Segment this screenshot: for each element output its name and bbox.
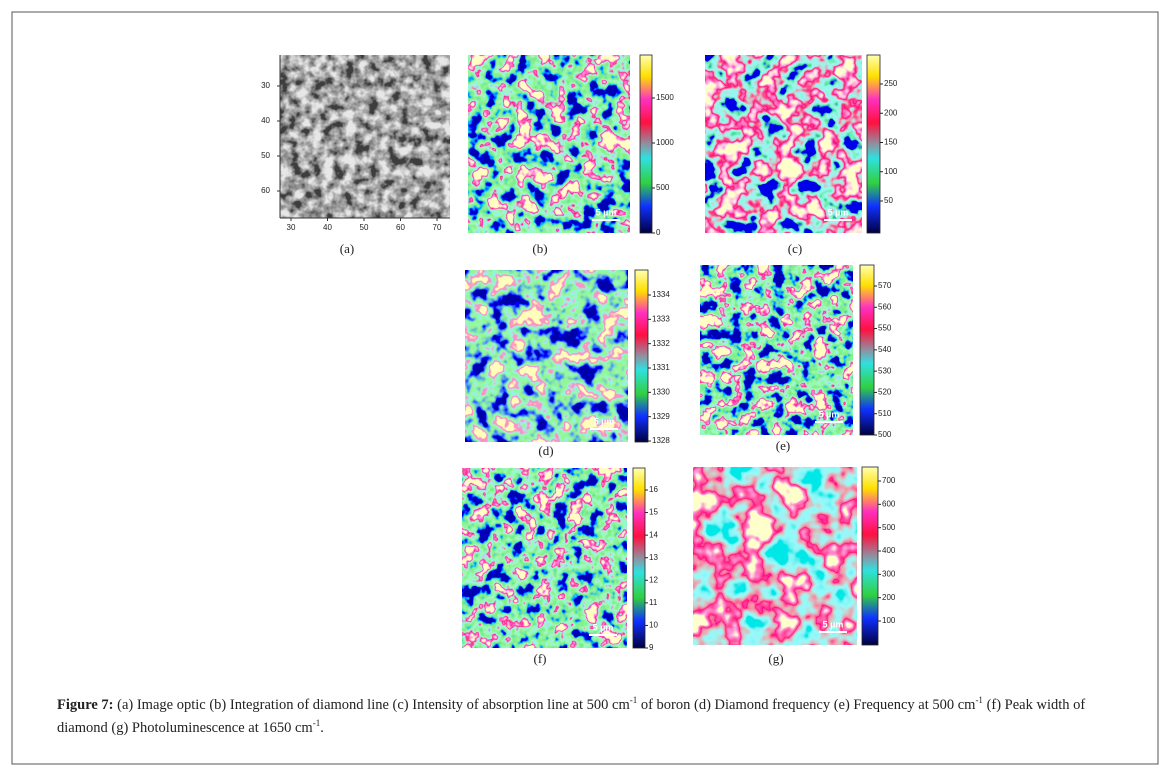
scale-bar-label: 5 µm	[593, 622, 614, 632]
frame	[11, 11, 1159, 765]
colorbar-tick-label: 500	[882, 523, 896, 532]
caption-text: of boron (d) Diamond frequency (e) Frequ…	[637, 697, 976, 713]
colorbar-tick-label: 300	[882, 569, 896, 578]
colorbar-tick-label: 0	[656, 228, 661, 237]
colorbar-tick-label: 540	[878, 345, 892, 354]
panel-label: (e)	[776, 438, 790, 453]
map-image	[465, 270, 628, 442]
colorbar-tick-label: 1331	[652, 363, 670, 372]
map-image	[705, 55, 862, 233]
panel-label: (d)	[538, 443, 553, 458]
colorbar-tick-label: 1332	[652, 339, 670, 348]
caption-text: (a) Image optic (b) Integration of diamo…	[113, 697, 630, 713]
colorbar-tick-label: 10	[649, 621, 658, 630]
x-tick-label: 50	[360, 223, 369, 232]
caption-text: (f) Peak width of diamond (g) Photolumin…	[57, 697, 1086, 736]
y-tick-label: 50	[261, 151, 270, 160]
panel-label: (g)	[768, 651, 783, 666]
y-tick-label: 60	[261, 186, 270, 195]
caption: Figure 7: (a) Image optic (b) Integratio…	[57, 694, 1127, 740]
colorbar	[859, 264, 875, 436]
colorbar-tick-label: 510	[878, 409, 892, 418]
colorbar-tick-label: 12	[649, 575, 658, 584]
panel-label: (b)	[532, 241, 547, 256]
map-image	[693, 467, 857, 645]
x-tick-label: 30	[287, 223, 296, 232]
colorbar-tick-label: 500	[656, 183, 670, 192]
colorbar	[632, 467, 646, 649]
y-tick-label: 30	[261, 81, 270, 90]
colorbar-tick-label: 550	[878, 324, 892, 333]
colorbar-tick-label: 15	[649, 508, 658, 517]
scale-bar-label: 5 µm	[819, 409, 840, 419]
colorbar-tick-label: 11	[649, 598, 658, 607]
caption-superscript: -1	[975, 695, 983, 706]
colorbar-tick-label: 1329	[652, 412, 670, 421]
x-tick-label: 40	[323, 223, 332, 232]
colorbar-tick-label: 1328	[652, 436, 670, 445]
colorbar-tick-label: 1334	[652, 290, 670, 299]
colorbar-tick-label: 9	[649, 643, 654, 652]
colorbar-tick-label: 1333	[652, 314, 670, 323]
colorbar-tick-label: 14	[649, 530, 658, 539]
caption-superscript: -1	[629, 695, 638, 706]
colorbar	[866, 54, 881, 234]
colorbar-tick-label: 1330	[652, 387, 670, 396]
x-tick-label: 70	[433, 223, 442, 232]
colorbar-tick-label: 200	[884, 108, 898, 117]
scale-bar-label: 5 µm	[596, 207, 617, 217]
colorbar-tick-label: 500	[878, 430, 892, 439]
map-image	[468, 55, 630, 233]
panel-label: (f)	[534, 651, 547, 666]
colorbar-tick-label: 600	[882, 499, 896, 508]
colorbar-tick-label: 400	[882, 546, 896, 555]
colorbar-tick-label: 50	[884, 196, 893, 205]
colorbar-tick-label: 530	[878, 366, 892, 375]
colorbar	[634, 269, 649, 443]
colorbar-tick-label: 1500	[656, 93, 674, 102]
caption-lead: Figure 7:	[57, 697, 114, 713]
map-image	[700, 265, 853, 435]
colorbar-tick-label: 100	[882, 616, 896, 625]
colorbar-tick-label: 100	[884, 167, 898, 176]
scale-bar-label: 5 µm	[823, 619, 844, 629]
colorbar-tick-label: 13	[649, 553, 658, 562]
y-tick-label: 40	[261, 116, 270, 125]
colorbar-tick-label: 570	[878, 281, 892, 290]
colorbar-tick-label: 16	[649, 485, 658, 494]
colorbar-tick-label: 250	[884, 79, 898, 88]
scale-bar-label: 5 µm	[594, 416, 615, 426]
map-image	[462, 468, 627, 648]
caption-text: .	[320, 720, 324, 736]
scale-bar-label: 5 µm	[828, 207, 849, 217]
colorbar-tick-label: 700	[882, 476, 896, 485]
caption-superscript: -1	[312, 718, 321, 729]
x-tick-label: 60	[396, 223, 405, 232]
colorbar	[639, 54, 653, 234]
colorbar-tick-label: 200	[882, 593, 896, 602]
colorbar-tick-label: 150	[884, 138, 898, 147]
panel-label: (c)	[788, 241, 802, 256]
colorbar-tick-label: 1000	[656, 138, 674, 147]
map-image	[280, 55, 450, 218]
colorbar-tick-label: 560	[878, 302, 892, 311]
colorbar	[861, 466, 879, 646]
panel-label: (a)	[340, 241, 354, 256]
colorbar-tick-label: 520	[878, 388, 892, 397]
